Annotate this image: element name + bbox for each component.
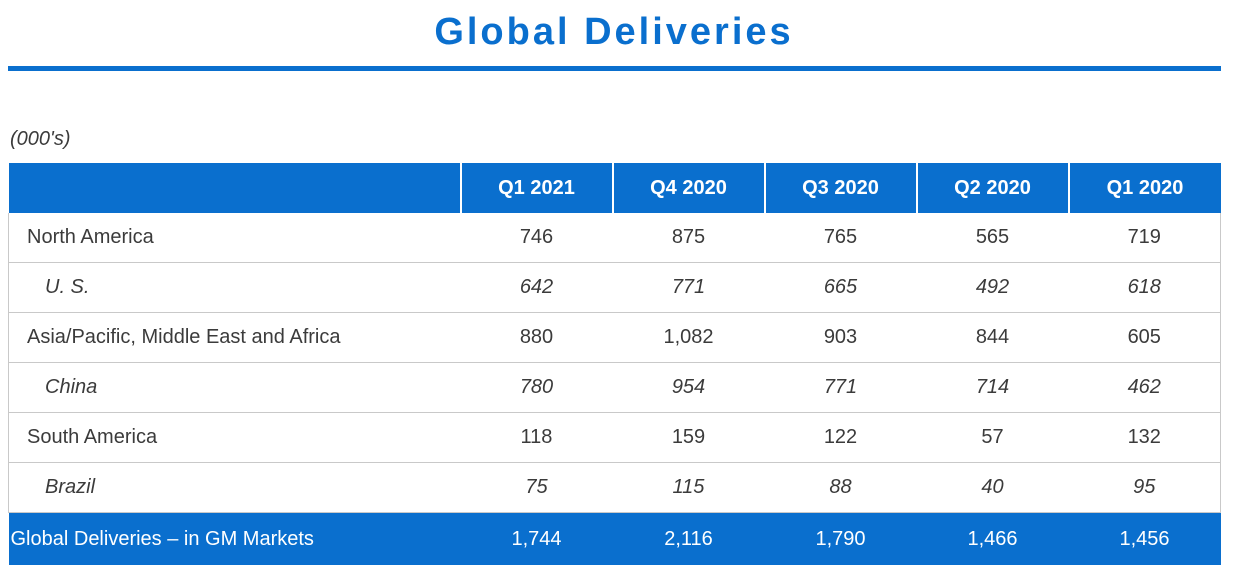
table-row: South America 118 159 122 57 132 xyxy=(8,412,1221,463)
row-label: Brazil xyxy=(8,462,461,513)
table-cell: 75 xyxy=(460,462,613,513)
table-cell: 122 xyxy=(764,412,917,463)
total-label: Global Deliveries – in GM Markets xyxy=(8,512,461,565)
total-cell: 1,790 xyxy=(764,512,917,565)
deliveries-table: Q1 2021 Q4 2020 Q3 2020 Q2 2020 Q1 2020 … xyxy=(8,163,1221,565)
row-label: China xyxy=(8,362,461,413)
total-cell: 1,456 xyxy=(1068,512,1221,565)
row-label: U. S. xyxy=(8,262,461,313)
title-divider xyxy=(8,66,1221,71)
table-cell: 132 xyxy=(1068,412,1221,463)
table-cell: 95 xyxy=(1068,462,1221,513)
row-label: Asia/Pacific, Middle East and Africa xyxy=(8,312,461,363)
table-cell: 1,082 xyxy=(612,312,765,363)
table-cell: 746 xyxy=(460,213,613,263)
table-cell: 719 xyxy=(1068,213,1221,263)
page-title: Global Deliveries xyxy=(434,11,794,53)
column-header-q3-2020: Q3 2020 xyxy=(763,163,917,213)
table-cell: 618 xyxy=(1068,262,1221,313)
table-cell: 880 xyxy=(460,312,613,363)
table-cell: 159 xyxy=(612,412,765,463)
table-row: Asia/Pacific, Middle East and Africa 880… xyxy=(8,312,1221,363)
table-cell: 780 xyxy=(460,362,613,413)
header-row: Q1 2021 Q4 2020 Q3 2020 Q2 2020 Q1 2020 xyxy=(8,163,1221,213)
table-cell: 462 xyxy=(1068,362,1221,413)
row-label: South America xyxy=(8,412,461,463)
table-row: U. S. 642 771 665 492 618 xyxy=(8,262,1221,313)
table-cell: 765 xyxy=(764,213,917,263)
table-cell: 565 xyxy=(916,213,1069,263)
table-cell: 665 xyxy=(764,262,917,313)
column-header-region xyxy=(8,163,461,213)
total-cell: 2,116 xyxy=(612,512,765,565)
units-label: (000's) xyxy=(10,128,71,150)
table-cell: 57 xyxy=(916,412,1069,463)
table-cell: 714 xyxy=(916,362,1069,413)
row-label: North America xyxy=(8,213,461,263)
total-cell: 1,744 xyxy=(460,512,613,565)
table-cell: 40 xyxy=(916,462,1069,513)
table-cell: 492 xyxy=(916,262,1069,313)
table-cell: 844 xyxy=(916,312,1069,363)
table-cell: 875 xyxy=(612,213,765,263)
column-header-q1-2021: Q1 2021 xyxy=(459,163,613,213)
table-cell: 118 xyxy=(460,412,613,463)
table-row: Brazil 75 115 88 40 95 xyxy=(8,462,1221,513)
total-cell: 1,466 xyxy=(916,512,1069,565)
table-cell: 771 xyxy=(612,262,765,313)
table-cell: 642 xyxy=(460,262,613,313)
table-cell: 88 xyxy=(764,462,917,513)
column-header-q1-2020: Q1 2020 xyxy=(1067,163,1221,213)
table-cell: 115 xyxy=(612,462,765,513)
table-cell: 605 xyxy=(1068,312,1221,363)
table-cell: 903 xyxy=(764,312,917,363)
table-cell: 771 xyxy=(764,362,917,413)
column-header-q4-2020: Q4 2020 xyxy=(611,163,765,213)
table-row: North America 746 875 765 565 719 xyxy=(8,213,1221,263)
total-row: Global Deliveries – in GM Markets 1,744 … xyxy=(8,512,1221,565)
table-cell: 954 xyxy=(612,362,765,413)
table-row: China 780 954 771 714 462 xyxy=(8,362,1221,413)
column-header-q2-2020: Q2 2020 xyxy=(915,163,1069,213)
